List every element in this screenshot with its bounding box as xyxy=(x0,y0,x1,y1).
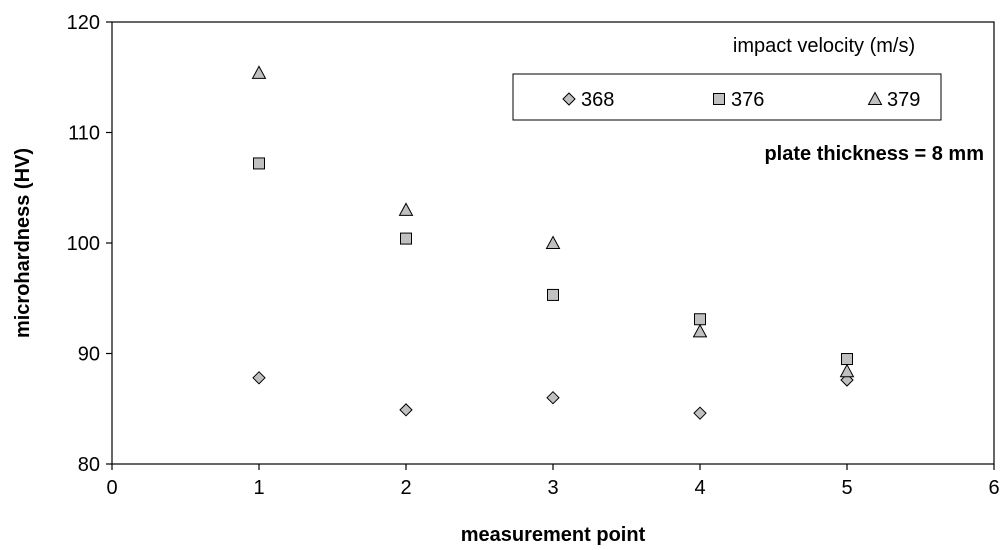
legend-box xyxy=(512,73,942,121)
data-point-diamond-368 xyxy=(252,371,266,385)
data-point-triangle-379 xyxy=(398,202,414,216)
data-point-diamond-368 xyxy=(546,390,560,405)
data-markers xyxy=(251,65,855,420)
y-axis-title: microhardness (HV) xyxy=(12,148,34,338)
legend: 368 376 379 xyxy=(512,73,942,121)
data-point-triangle-379 xyxy=(251,65,267,79)
data-point-diamond-368 xyxy=(399,403,413,417)
x-tick-label: 4 xyxy=(694,477,705,499)
legend-marker-379 xyxy=(867,91,883,106)
y-tick-label: 80 xyxy=(78,454,100,476)
x-tick-label: 1 xyxy=(253,477,264,499)
x-axis-title: measurement point xyxy=(461,524,646,546)
data-point-diamond-368 xyxy=(693,406,707,420)
legend-label-379: 379 xyxy=(887,89,920,111)
data-point-square-376 xyxy=(547,288,559,301)
data-point-square-376 xyxy=(253,157,265,170)
data-point-triangle-379 xyxy=(545,235,561,250)
legend-label-368: 368 xyxy=(581,89,614,111)
y-tick-label: 110 xyxy=(68,123,100,145)
data-point-triangle-379 xyxy=(692,323,708,338)
x-tick-label: 5 xyxy=(841,477,852,499)
x-tick-label: 3 xyxy=(547,477,558,499)
x-tick-label: 2 xyxy=(400,477,411,499)
y-tick-label: 90 xyxy=(78,344,100,366)
y-tick-label: 120 xyxy=(67,12,100,34)
y-axis: 80 90 100 110 120 xyxy=(67,12,112,476)
x-tick-label: 0 xyxy=(106,477,117,499)
legend-title: impact velocity (m/s) xyxy=(733,35,915,57)
data-point-square-376 xyxy=(841,353,853,366)
legend-marker-368 xyxy=(562,92,576,106)
data-point-square-376 xyxy=(400,232,412,245)
legend-marker-376 xyxy=(713,93,725,105)
legend-label-376: 376 xyxy=(731,89,764,111)
data-point-triangle-379 xyxy=(839,363,855,378)
plate-thickness-annotation: plate thickness = 8 mm xyxy=(764,143,984,165)
x-axis: 0 1 2 3 4 5 6 xyxy=(106,464,1000,499)
data-point-square-376 xyxy=(694,313,706,326)
y-tick-label: 100 xyxy=(67,233,100,255)
x-tick-label: 6 xyxy=(988,477,999,499)
